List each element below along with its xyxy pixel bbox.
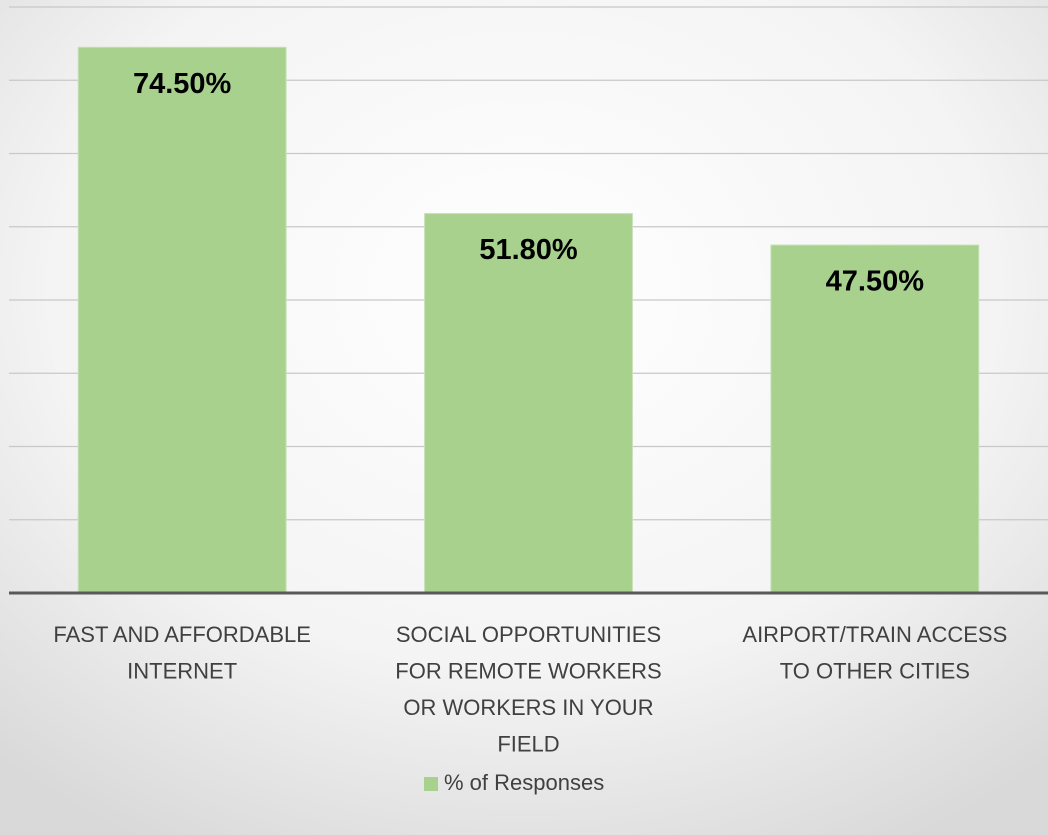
- data-label: 51.80%: [479, 234, 578, 266]
- data-label: 47.50%: [826, 266, 925, 298]
- x-tick-label-line: TO OTHER CITIES: [780, 658, 970, 683]
- data-label: 74.50%: [133, 68, 232, 100]
- bar: [77, 46, 287, 594]
- bar: [770, 244, 980, 594]
- x-tick-label: SOCIAL OPPORTUNITIES FOR REMOTE WORKERS OR…: [395, 622, 661, 757]
- legend-swatch: [424, 777, 438, 791]
- bar: [424, 213, 633, 594]
- x-tick-label-line: AIRPORT/TRAIN ACCESS: [742, 622, 1007, 647]
- x-tick-label-line: FAST AND AFFORDABLE: [53, 622, 311, 647]
- x-tick-label-line: FOR REMOTE WORKERS: [395, 658, 661, 683]
- legend-label: % of Responses: [444, 770, 604, 795]
- x-tick-label: AIRPORT/TRAIN ACCESS TO OTHER CITIES: [742, 622, 1007, 684]
- x-tick-label-line: SOCIAL OPPORTUNITIES: [396, 622, 661, 647]
- x-tick-label: FAST AND AFFORDABLE INTERNET: [53, 622, 311, 684]
- x-tick-label-line: OR WORKERS IN YOUR: [403, 695, 653, 720]
- x-tick-label-line: FIELD: [497, 731, 559, 756]
- x-tick-label-line: INTERNET: [127, 658, 237, 683]
